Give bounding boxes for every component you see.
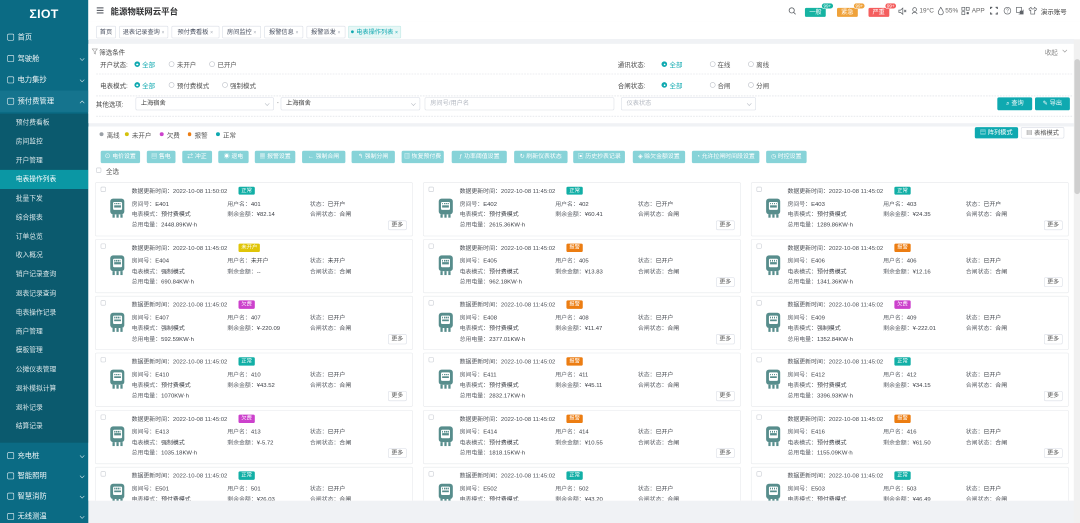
- svg-text:?: ?: [1006, 8, 1009, 14]
